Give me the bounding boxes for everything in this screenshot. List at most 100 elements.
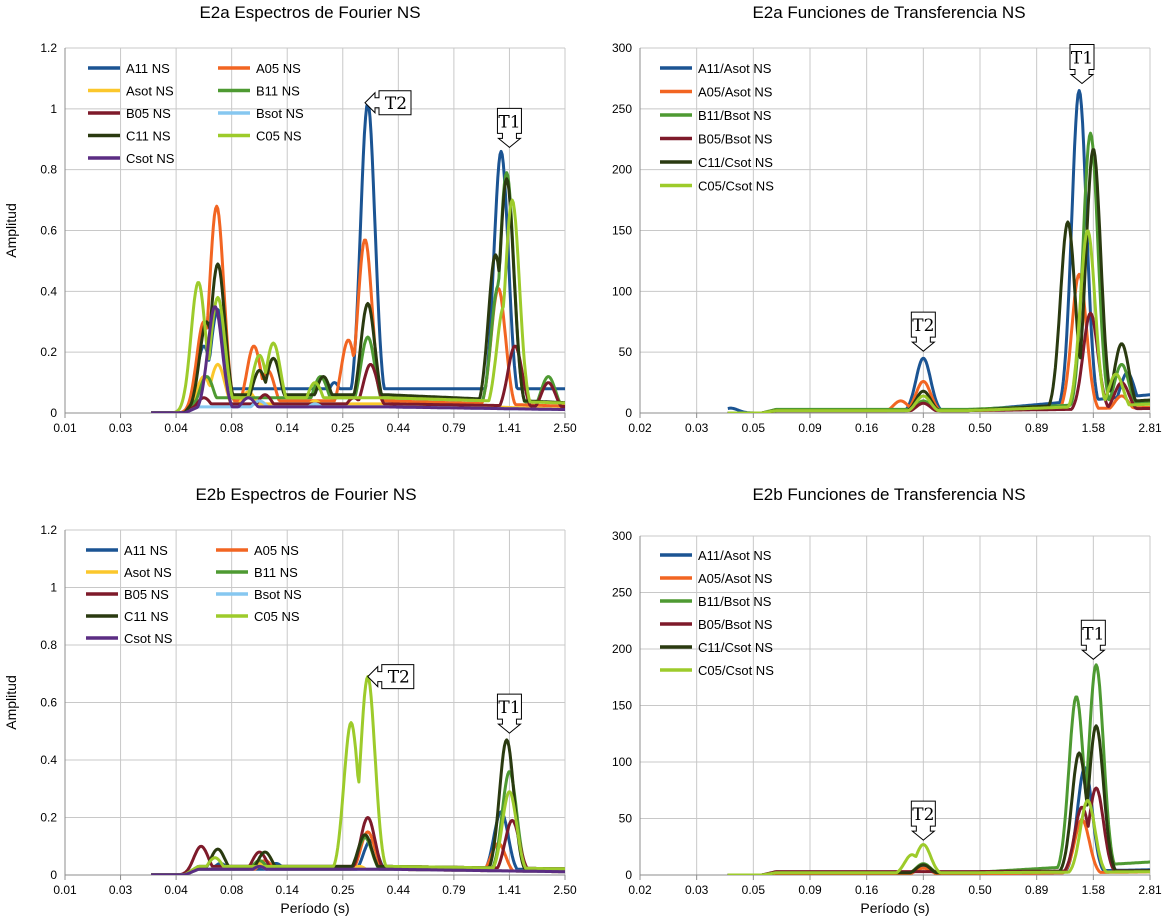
callout-t2: T2: [367, 664, 415, 690]
x-tick-label: 0.08: [220, 883, 244, 897]
x-tick-label: 0.05: [742, 421, 766, 435]
callout-t1: T1: [1069, 44, 1095, 85]
x-tick-label: 0.05: [742, 883, 766, 897]
legend-label: C11/Csot NS: [698, 155, 773, 170]
legend: A11/Asot NS A05/Asot NS B11/Bsot NS B05/Bso…: [660, 61, 774, 194]
x-tick-label: 1.58: [1082, 883, 1106, 897]
series-line-csot-ns: [150, 864, 565, 875]
legend-label: B05 NS: [124, 587, 169, 602]
x-tick-label: 1.41: [498, 421, 522, 435]
x-tick-label: 0.02: [628, 421, 652, 435]
x-tick-label: 0.03: [109, 421, 133, 435]
callout-label: T2: [912, 316, 934, 336]
y-tick-label: 100: [612, 755, 632, 769]
chart-title: E2a Espectros de Fourier NS: [199, 3, 420, 22]
y-tick-label: 0: [50, 406, 57, 420]
legend-label: B11 NS: [256, 84, 300, 99]
callout-label: T1: [498, 698, 520, 718]
callout-t1: T1: [496, 107, 522, 149]
y-tick-label: 150: [612, 224, 632, 238]
series-line-c05-ns: [150, 198, 565, 413]
legend-label: C11 NS: [124, 609, 169, 624]
chart-e2b-fourier: E2b Espectros de Fourier NS 0 0.2 0.4 0.6 0.8…: [3, 485, 577, 916]
callout-shape: [496, 693, 522, 734]
chart-e2a-fourier: E2a Espectros de Fourier NS 0 0.2 0.4 0.6 0.8…: [3, 3, 577, 435]
callout-shape: [364, 90, 412, 116]
callout-t2: T2: [364, 90, 412, 116]
callout-label: T2: [385, 94, 407, 114]
chart-e2b-transfer: E2b Funciones de Transferencia NS 0 50 100 1…: [612, 485, 1162, 916]
legend-label: Csot NS: [126, 151, 175, 166]
y-tick-label: 0.2: [40, 811, 57, 825]
callout-label: T1: [498, 112, 520, 132]
x-tick-label: 0.79: [442, 421, 466, 435]
callout-shape: [910, 311, 936, 352]
y-tick-label: 0.4: [40, 753, 57, 767]
chart-title: E2b Funciones de Transferencia NS: [752, 485, 1025, 504]
chart-e2a-transfer: E2a Funciones de Transferencia NS 0 50 100 1…: [612, 3, 1162, 435]
y-tick-label: 0: [50, 868, 57, 882]
y-tick-label: 0: [625, 868, 632, 882]
x-tick-label: 0.03: [685, 883, 709, 897]
chart-title: E2b Espectros de Fourier NS: [195, 485, 416, 504]
series-line-c11-ns: [150, 177, 565, 413]
legend: A11/Asot NS A05/Asot NS B11/Bsot NS B05/Bso…: [660, 548, 774, 678]
y-tick-label: 100: [612, 284, 632, 298]
y-tick-label: 0: [625, 406, 632, 420]
y-tick-label: 300: [612, 41, 632, 55]
x-tick-label: 2.50: [553, 883, 577, 897]
legend-label: B05/Bsot NS: [698, 132, 773, 147]
legend-label: A05 NS: [254, 543, 299, 558]
legend-label: C11 NS: [126, 129, 171, 144]
callout-shape: [496, 107, 522, 149]
x-tick-label: 2.81: [1138, 883, 1162, 897]
callout-shape: [367, 664, 415, 690]
legend-label: Bsot NS: [256, 106, 304, 121]
legend-label: C11/Csot NS: [698, 640, 773, 655]
x-tick-label: 1.58: [1082, 421, 1106, 435]
y-tick-label: 0.4: [40, 284, 57, 298]
series-line-c11-csot-ns: [727, 148, 1150, 413]
y-tick-label: 1: [50, 581, 57, 595]
y-axis-label: Amplitud: [3, 203, 19, 257]
legend: A11 NS A05 NS Asot NS B11 NS B05 NS Bsot NS C1…: [86, 543, 302, 646]
legend-label: B11 NS: [254, 565, 298, 580]
x-tick-label: 0.79: [442, 883, 466, 897]
x-tick-label: 0.28: [912, 421, 936, 435]
callout-shape: [910, 800, 936, 841]
legend-label: Csot NS: [124, 631, 173, 646]
y-tick-label: 0.6: [40, 696, 57, 710]
legend-label: C05 NS: [254, 609, 300, 624]
legend-label: A05 NS: [256, 61, 301, 76]
series-line-c05-ns: [150, 675, 565, 875]
x-tick-label: 0.16: [855, 421, 879, 435]
legend-label: A11/Asot NS: [698, 61, 772, 76]
legend-label: C05 NS: [256, 129, 302, 144]
x-tick-label: 0.25: [331, 883, 355, 897]
y-tick-label: 300: [612, 529, 632, 543]
x-tick-label: 0.25: [331, 421, 355, 435]
y-tick-label: 1.2: [40, 523, 57, 537]
x-tick-label: 0.50: [968, 883, 992, 897]
x-tick-label: 0.28: [912, 883, 936, 897]
x-axis-label: Período (s): [280, 900, 349, 916]
y-axis-label: Amplitud: [3, 675, 19, 729]
x-tick-label: 0.14: [276, 421, 300, 435]
y-tick-label: 0.8: [40, 163, 57, 177]
callout-shape: [1069, 44, 1095, 85]
callout-t2: T2: [910, 800, 936, 841]
y-tick-label: 1.2: [40, 41, 57, 55]
chart-title: E2a Funciones de Transferencia NS: [752, 3, 1025, 22]
x-tick-label: 2.81: [1138, 421, 1162, 435]
x-tick-label: 0.09: [798, 883, 822, 897]
x-tick-label: 0.14: [276, 883, 300, 897]
legend-label: Asot NS: [126, 84, 174, 99]
series-line-csot-ns: [150, 305, 565, 413]
x-tick-label: 0.04: [164, 883, 188, 897]
y-tick-label: 0.2: [40, 345, 57, 359]
x-tick-label: 0.44: [387, 421, 411, 435]
callout-label: T2: [388, 668, 410, 688]
x-tick-label: 0.44: [387, 883, 411, 897]
x-tick-label: 0.04: [164, 421, 188, 435]
